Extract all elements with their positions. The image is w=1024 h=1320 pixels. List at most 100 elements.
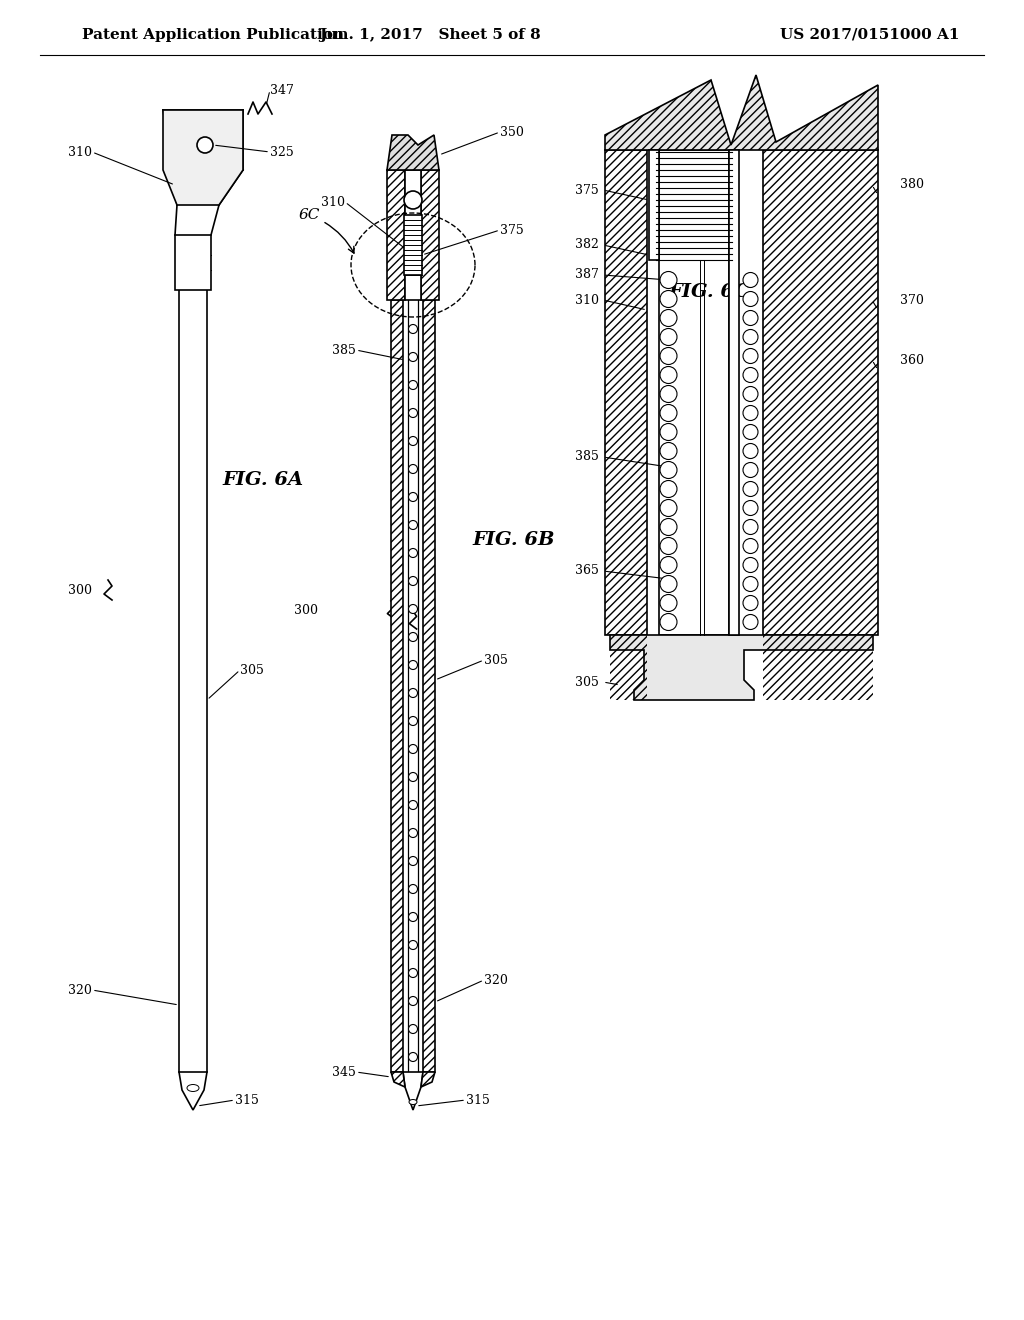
Circle shape (409, 380, 418, 389)
Circle shape (743, 348, 758, 363)
Text: 310: 310 (321, 195, 345, 209)
Circle shape (660, 594, 677, 611)
Text: Jun. 1, 2017   Sheet 5 of 8: Jun. 1, 2017 Sheet 5 of 8 (319, 28, 541, 42)
Circle shape (409, 408, 418, 417)
Circle shape (660, 367, 677, 384)
Polygon shape (163, 110, 243, 205)
Circle shape (743, 615, 758, 630)
Circle shape (660, 272, 677, 289)
Bar (404, 215, 422, 275)
Text: 387: 387 (575, 268, 599, 281)
Circle shape (660, 614, 677, 631)
Bar (610, 635, 647, 700)
Bar (763, 635, 873, 700)
Ellipse shape (187, 1085, 199, 1092)
Circle shape (743, 520, 758, 535)
Text: 347: 347 (270, 83, 294, 96)
Circle shape (409, 800, 418, 809)
Circle shape (743, 367, 758, 383)
Circle shape (409, 605, 418, 614)
Circle shape (409, 1052, 418, 1061)
Text: 385: 385 (332, 343, 356, 356)
Text: 315: 315 (466, 1093, 489, 1106)
Bar (763, 150, 878, 635)
Circle shape (409, 717, 418, 726)
Text: 375: 375 (575, 183, 599, 197)
Circle shape (743, 444, 758, 458)
Polygon shape (391, 1072, 406, 1086)
Circle shape (409, 352, 418, 362)
Circle shape (660, 519, 677, 536)
Circle shape (409, 465, 418, 474)
Text: 305: 305 (484, 653, 508, 667)
Circle shape (409, 689, 418, 697)
Text: 350: 350 (500, 125, 524, 139)
Text: 320: 320 (69, 983, 92, 997)
Polygon shape (179, 1072, 207, 1110)
Circle shape (409, 325, 418, 334)
Text: 375: 375 (500, 223, 523, 236)
Circle shape (743, 577, 758, 591)
Polygon shape (421, 1072, 435, 1086)
Circle shape (409, 520, 418, 529)
Circle shape (743, 292, 758, 306)
Circle shape (409, 437, 418, 446)
Polygon shape (605, 75, 878, 150)
Circle shape (409, 912, 418, 921)
Circle shape (197, 137, 213, 153)
Circle shape (409, 492, 418, 502)
Ellipse shape (409, 1100, 417, 1105)
Text: 310: 310 (68, 145, 92, 158)
Circle shape (660, 557, 677, 573)
Text: 6C: 6C (298, 209, 354, 253)
Circle shape (409, 997, 418, 1006)
Circle shape (660, 576, 677, 593)
Circle shape (409, 549, 418, 557)
Bar (387, 170, 406, 300)
Text: 300: 300 (294, 603, 318, 616)
Text: US 2017/0151000 A1: US 2017/0151000 A1 (780, 28, 959, 42)
Circle shape (660, 480, 677, 498)
Circle shape (409, 577, 418, 586)
Bar (421, 170, 439, 300)
Circle shape (660, 385, 677, 403)
Polygon shape (403, 1072, 423, 1110)
Circle shape (409, 940, 418, 949)
Circle shape (743, 500, 758, 516)
Circle shape (660, 309, 677, 326)
Text: 325: 325 (270, 145, 294, 158)
Circle shape (409, 884, 418, 894)
Text: Patent Application Publication: Patent Application Publication (82, 28, 344, 42)
Text: 380: 380 (900, 178, 924, 191)
Text: FIG. 6B: FIG. 6B (472, 531, 555, 549)
Circle shape (409, 744, 418, 754)
Circle shape (743, 557, 758, 573)
Circle shape (660, 290, 677, 308)
Circle shape (743, 425, 758, 440)
Bar (423, 300, 435, 1072)
Text: 315: 315 (234, 1093, 259, 1106)
Circle shape (660, 462, 677, 479)
Circle shape (660, 404, 677, 421)
Circle shape (660, 537, 677, 554)
Text: 320: 320 (484, 974, 508, 986)
Text: 310: 310 (575, 293, 599, 306)
Polygon shape (387, 135, 439, 170)
Circle shape (409, 772, 418, 781)
Text: FIG. 6C: FIG. 6C (668, 282, 750, 301)
Bar (605, 150, 647, 635)
Circle shape (660, 499, 677, 516)
Bar (729, 150, 739, 635)
Bar (659, 150, 729, 635)
Circle shape (743, 330, 758, 345)
Circle shape (743, 387, 758, 401)
Bar (649, 150, 659, 260)
Circle shape (409, 632, 418, 642)
Circle shape (743, 482, 758, 496)
Text: 365: 365 (575, 565, 599, 578)
Circle shape (743, 405, 758, 421)
Circle shape (743, 595, 758, 610)
Circle shape (409, 1024, 418, 1034)
Text: 360: 360 (900, 354, 924, 367)
Bar (175, 235, 211, 290)
